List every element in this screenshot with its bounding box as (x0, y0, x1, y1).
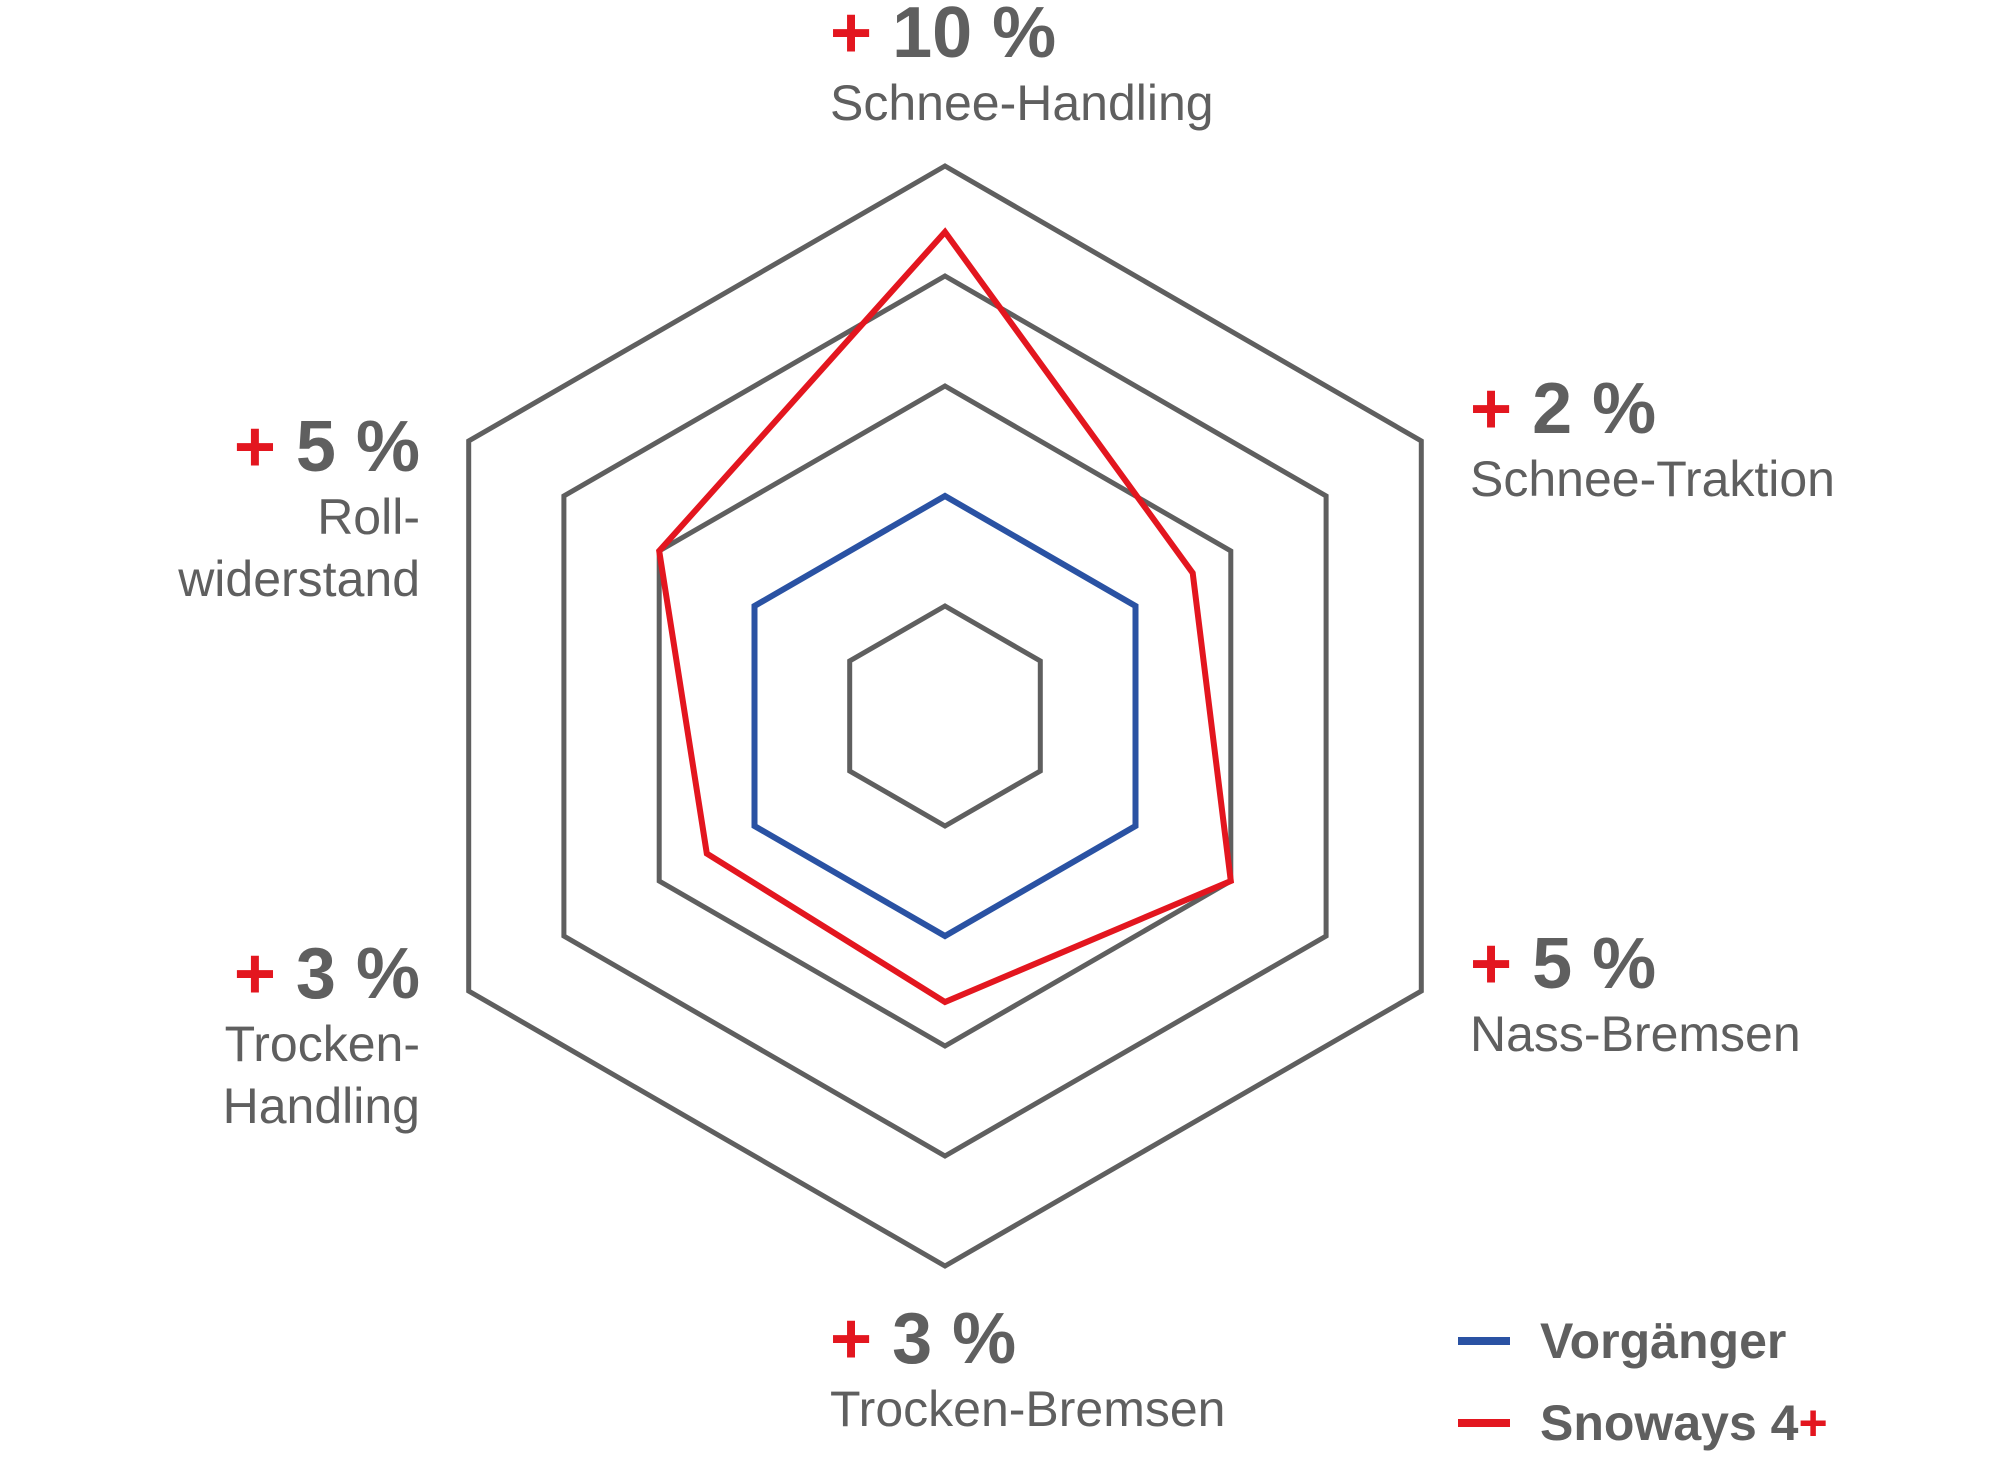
improvement-trocken-handling: + 3 % (233, 934, 420, 1014)
chart-legend: Vorgänger Snoways 4+ (1458, 1300, 1828, 1464)
category-label: Trocken-Bremsen (830, 1381, 1226, 1437)
legend-swatch (1458, 1419, 1510, 1427)
category-label: Schnee-Traktion (1470, 451, 1835, 507)
improvement-trocken-bremsen: + 3 % (830, 1299, 1017, 1379)
legend-item-snoways: Snoways 4+ (1458, 1382, 1828, 1464)
improvement-schnee-handling: + 10 % (830, 0, 1057, 73)
axis-label-trocken-bremsen: + 3 % Trocken-Bremsen (830, 1300, 1390, 1440)
category-label: Nass-Bremsen (1470, 1006, 1801, 1062)
grid-ring-2 (752, 493, 1138, 939)
improvement-nass-bremsen: + 5 % (1470, 924, 1657, 1004)
series-line-snoways (656, 227, 1235, 1006)
axis-label-rollwiderstand: + 5 % Roll-widerstand (0, 408, 420, 610)
category-label: Trocken-Handling (222, 1016, 420, 1134)
grid-ring-5 (466, 163, 1424, 1269)
legend-item-vorganger: Vorgänger (1458, 1300, 1828, 1382)
axis-label-trocken-handling: + 3 % Trocken-Handling (0, 935, 420, 1137)
grid-ring-3 (656, 383, 1234, 1049)
grid-ring-4 (561, 273, 1329, 1159)
axis-label-schnee-handling: + 10 % Schnee-Handling (830, 0, 1390, 134)
legend-label: Snoways 4+ (1540, 1395, 1828, 1451)
axis-label-nass-bremsen: + 5 % Nass-Bremsen (1470, 925, 2000, 1065)
legend-label: Vorgänger (1540, 1313, 1787, 1369)
category-label: Roll-widerstand (178, 489, 420, 607)
improvement-rollwiderstand: + 5 % (233, 407, 420, 487)
grid-ring-1 (847, 603, 1043, 829)
category-label: Schnee-Handling (830, 75, 1214, 131)
series-line-vorganger (751, 492, 1139, 940)
legend-swatch (1458, 1337, 1510, 1345)
improvement-schnee-traktion: + 2 % (1470, 369, 1657, 449)
axis-label-schnee-traktion: + 2 % Schnee-Traktion (1470, 370, 2000, 510)
